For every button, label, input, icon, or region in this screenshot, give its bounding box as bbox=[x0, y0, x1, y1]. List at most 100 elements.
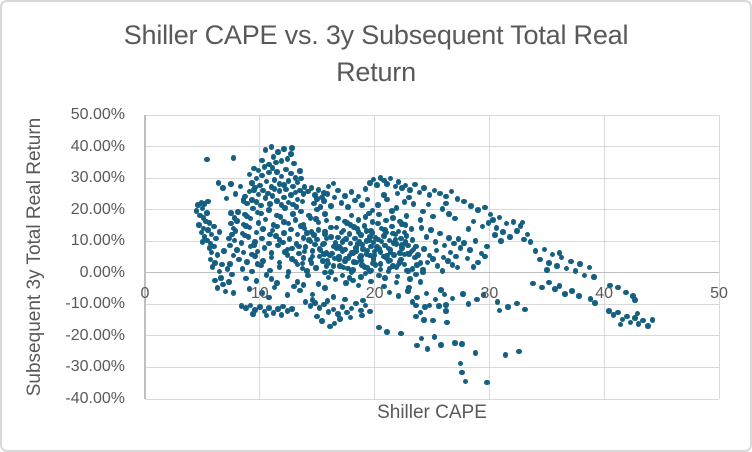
data-point bbox=[269, 193, 276, 199]
data-point bbox=[282, 249, 288, 255]
data-point bbox=[454, 196, 460, 202]
data-point bbox=[201, 234, 208, 240]
data-point bbox=[315, 281, 322, 287]
data-point bbox=[240, 198, 247, 204]
data-point bbox=[391, 240, 397, 246]
data-point bbox=[274, 212, 280, 219]
data-point bbox=[242, 193, 248, 200]
data-point bbox=[281, 230, 287, 236]
data-point bbox=[337, 245, 343, 251]
data-point bbox=[294, 231, 301, 238]
data-point bbox=[412, 254, 418, 261]
data-point bbox=[397, 259, 403, 265]
data-point bbox=[208, 249, 215, 256]
data-point bbox=[249, 268, 255, 275]
data-point bbox=[460, 291, 466, 297]
data-point bbox=[368, 243, 374, 250]
data-point bbox=[356, 254, 363, 261]
horizontal-gridline bbox=[145, 303, 719, 305]
data-point bbox=[226, 279, 232, 285]
data-point bbox=[405, 242, 411, 249]
data-point bbox=[274, 223, 280, 230]
data-point bbox=[317, 247, 324, 253]
data-point bbox=[494, 299, 501, 305]
data-point bbox=[244, 213, 250, 220]
data-point bbox=[261, 164, 268, 170]
data-point bbox=[390, 230, 396, 237]
data-point bbox=[266, 207, 272, 213]
data-point bbox=[430, 213, 436, 220]
data-point bbox=[292, 217, 299, 223]
data-point bbox=[581, 272, 588, 279]
data-point bbox=[592, 300, 598, 306]
data-point bbox=[330, 263, 337, 269]
data-point bbox=[432, 239, 439, 245]
data-point bbox=[490, 217, 496, 223]
data-point bbox=[423, 234, 429, 240]
data-point bbox=[336, 253, 342, 260]
data-point bbox=[246, 188, 253, 195]
data-point bbox=[439, 268, 446, 274]
data-point bbox=[201, 201, 208, 207]
data-point bbox=[563, 265, 570, 272]
data-point bbox=[387, 175, 394, 182]
data-point bbox=[363, 238, 370, 244]
data-point bbox=[280, 239, 286, 246]
data-point bbox=[282, 205, 288, 211]
data-point bbox=[383, 217, 389, 224]
data-point bbox=[452, 340, 458, 346]
data-point bbox=[335, 215, 341, 222]
data-point bbox=[259, 290, 265, 296]
data-point bbox=[546, 279, 552, 286]
data-point bbox=[324, 257, 331, 264]
data-point bbox=[392, 236, 398, 243]
data-point bbox=[346, 231, 353, 238]
data-point bbox=[634, 310, 641, 317]
data-point bbox=[390, 263, 396, 269]
y-tick-label: -30.00% bbox=[65, 358, 125, 376]
data-point bbox=[394, 190, 401, 197]
data-point bbox=[405, 288, 411, 294]
data-point bbox=[275, 149, 281, 155]
data-point bbox=[617, 321, 624, 328]
data-point bbox=[439, 206, 446, 212]
data-point bbox=[352, 235, 358, 242]
data-point bbox=[313, 264, 319, 271]
data-point bbox=[397, 218, 403, 225]
data-point bbox=[395, 293, 402, 299]
data-point bbox=[367, 234, 373, 240]
data-point bbox=[402, 182, 409, 189]
data-point bbox=[418, 225, 425, 231]
chart-title-line1: Shiller CAPE vs. 3y Subsequent Total Rea… bbox=[123, 20, 629, 50]
data-point bbox=[281, 194, 287, 201]
data-point bbox=[321, 251, 327, 257]
data-point bbox=[498, 238, 504, 244]
data-point bbox=[273, 159, 279, 166]
data-point bbox=[293, 204, 300, 210]
data-point bbox=[240, 249, 247, 256]
data-point bbox=[370, 239, 377, 246]
data-point bbox=[358, 232, 364, 238]
data-point bbox=[312, 300, 318, 306]
data-point bbox=[623, 289, 629, 296]
data-point bbox=[399, 242, 405, 248]
data-point bbox=[196, 222, 202, 228]
data-point bbox=[344, 309, 350, 316]
data-point bbox=[339, 239, 346, 245]
data-point bbox=[299, 265, 306, 272]
data-point bbox=[333, 245, 340, 252]
data-point bbox=[374, 244, 380, 250]
data-point bbox=[278, 173, 285, 180]
data-point bbox=[230, 225, 237, 232]
data-point bbox=[413, 302, 419, 309]
data-point bbox=[270, 154, 277, 160]
data-point bbox=[276, 237, 283, 243]
data-point bbox=[546, 260, 552, 266]
data-point bbox=[305, 272, 311, 279]
data-point bbox=[257, 304, 263, 310]
data-point bbox=[362, 186, 369, 192]
data-point bbox=[237, 183, 244, 190]
data-point bbox=[409, 237, 416, 243]
data-point bbox=[254, 248, 261, 255]
